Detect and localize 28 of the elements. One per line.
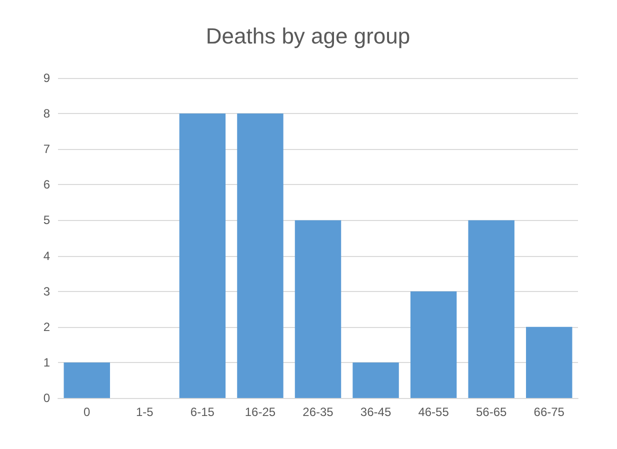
x-tick-label: 1-5 [136, 405, 154, 419]
x-tick-label: 0 [84, 405, 91, 419]
y-tick-label: 4 [43, 248, 50, 263]
y-tick-label: 2 [43, 320, 50, 334]
bar [468, 220, 514, 398]
y-tick-label: 8 [43, 106, 50, 121]
y-tick-label: 0 [43, 391, 50, 405]
x-tick-label: 26-35 [302, 405, 334, 419]
x-tick-label: 56-65 [476, 405, 507, 419]
bar [179, 114, 226, 398]
bar [294, 220, 342, 398]
x-tick-label: 16-25 [244, 405, 276, 419]
x-tick-label: 6-15 [190, 405, 215, 419]
chart-title: Deaths by age group [206, 24, 410, 48]
bar [237, 114, 284, 398]
y-tick-label: 3 [43, 284, 50, 298]
y-tick-label: 7 [43, 142, 50, 156]
y-tick-label: 6 [43, 178, 50, 192]
x-tick-label: 66-75 [534, 405, 565, 419]
x-tick-label: 36-45 [360, 405, 392, 419]
x-tick-label: 46-55 [418, 405, 450, 419]
y-tick-label: 1 [43, 355, 50, 370]
y-tick-label: 5 [43, 213, 50, 228]
y-tick-label: 9 [43, 71, 50, 85]
bar [526, 326, 572, 398]
bar [64, 362, 110, 398]
bar [410, 291, 457, 398]
bar [352, 362, 399, 398]
